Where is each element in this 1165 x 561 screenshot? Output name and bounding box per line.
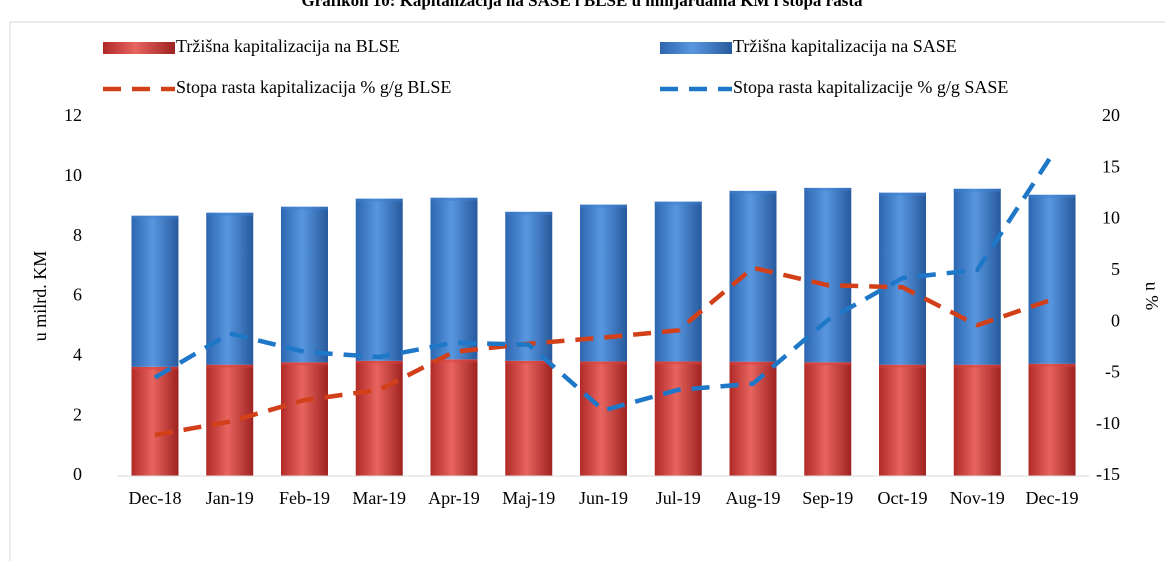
y-tick-label: 0 xyxy=(73,464,82,484)
y2-tick-label: 20 xyxy=(1102,105,1120,125)
bar xyxy=(729,361,777,476)
bar xyxy=(953,364,1001,476)
x-tick-label: Nov-19 xyxy=(950,488,1005,508)
bar xyxy=(280,362,328,476)
bar-cap xyxy=(430,359,478,363)
bar xyxy=(654,361,702,476)
line-series xyxy=(153,153,1054,413)
bar xyxy=(580,361,627,476)
y2-tick-label: -10 xyxy=(1096,413,1120,433)
bar-cap xyxy=(430,197,478,201)
bar-cap xyxy=(131,215,179,219)
x-tick-label: Oct-19 xyxy=(878,488,928,508)
bar-cap xyxy=(654,201,702,205)
bar-cap xyxy=(654,361,702,365)
y-tick-label: 4 xyxy=(73,344,82,364)
bar-cap xyxy=(804,187,852,191)
line-series xyxy=(154,265,1053,438)
bar xyxy=(131,366,179,476)
bar xyxy=(953,188,1001,365)
bar-cap xyxy=(729,361,777,365)
bar-cap xyxy=(879,364,927,368)
bar xyxy=(131,215,179,367)
bar xyxy=(355,360,403,476)
y-tick-label: 2 xyxy=(73,404,82,424)
x-tick-label: Jul-19 xyxy=(656,488,701,508)
bar-cap xyxy=(953,188,1001,192)
bar xyxy=(355,198,403,361)
x-tick-label: Jan-19 xyxy=(206,488,254,508)
bar xyxy=(804,187,852,363)
x-tick-label: Aug-19 xyxy=(726,488,781,508)
x-tick-label: Feb-19 xyxy=(279,488,330,508)
legend-swatch xyxy=(103,42,175,54)
x-tick-label: Sep-19 xyxy=(802,488,853,508)
bar xyxy=(1028,194,1076,364)
y-axis-label: u milrd. KM xyxy=(30,251,50,342)
legend-swatch xyxy=(660,42,732,54)
bar xyxy=(654,201,702,362)
bar xyxy=(430,197,478,360)
bar-cap xyxy=(131,366,179,370)
bar xyxy=(206,364,254,476)
bar xyxy=(505,360,553,476)
legend-label: Tržišna kapitalizacija na SASE xyxy=(733,36,957,56)
y-tick-label: 8 xyxy=(73,225,82,245)
bar-cap xyxy=(953,364,1001,368)
x-tick-label: Dec-18 xyxy=(128,488,181,508)
bar xyxy=(505,211,553,361)
y-tick-label: 10 xyxy=(64,165,82,185)
x-tick-label: Maj-19 xyxy=(502,488,555,508)
x-tick-label: Jun-19 xyxy=(579,488,628,508)
bar xyxy=(879,364,927,476)
bar xyxy=(280,206,328,363)
bar-cap xyxy=(280,362,328,366)
y2-tick-label: 0 xyxy=(1111,310,1120,330)
y-tick-label: 6 xyxy=(73,285,82,305)
bar xyxy=(430,359,478,476)
bar-cap xyxy=(206,364,254,368)
x-tick-label: Mar-19 xyxy=(352,488,406,508)
y2-tick-label: 5 xyxy=(1111,259,1120,279)
bar xyxy=(729,190,777,362)
bar-cap xyxy=(505,360,553,364)
y2-tick-label: 15 xyxy=(1102,156,1120,176)
bar-cap xyxy=(1028,363,1076,367)
x-tick-label: Apr-19 xyxy=(428,488,480,508)
y2-tick-label: -15 xyxy=(1096,464,1120,484)
chart-frame xyxy=(9,21,1165,561)
x-tick-label: Dec-19 xyxy=(1026,488,1079,508)
bar-cap xyxy=(879,192,927,196)
bar-cap xyxy=(355,360,403,364)
legend-label: Stopa rasta kapitalizacija % g/g BLSE xyxy=(176,77,451,97)
chart-title: Grafikon 10: Kapitalizacija na SASE i BL… xyxy=(301,0,863,10)
legend-label: Tržišna kapitalizacija na BLSE xyxy=(176,36,400,56)
bar-cap xyxy=(1028,194,1076,198)
legend-label: Stopa rasta kapitalizacije % g/g SASE xyxy=(733,77,1008,97)
bar-cap xyxy=(505,211,553,215)
y2-axis-label: u % xyxy=(1142,282,1162,311)
y2-tick-label: -5 xyxy=(1105,362,1120,382)
y2-tick-label: 10 xyxy=(1102,208,1120,228)
bar-cap xyxy=(804,362,852,366)
y-tick-label: 12 xyxy=(64,105,82,125)
bar-cap xyxy=(580,204,627,208)
bar-cap xyxy=(206,212,254,216)
bar-cap xyxy=(729,190,777,194)
bar xyxy=(1028,363,1076,476)
bar-cap xyxy=(580,361,627,365)
bar-cap xyxy=(280,206,328,210)
bar-cap xyxy=(355,198,403,202)
bar xyxy=(804,362,852,476)
